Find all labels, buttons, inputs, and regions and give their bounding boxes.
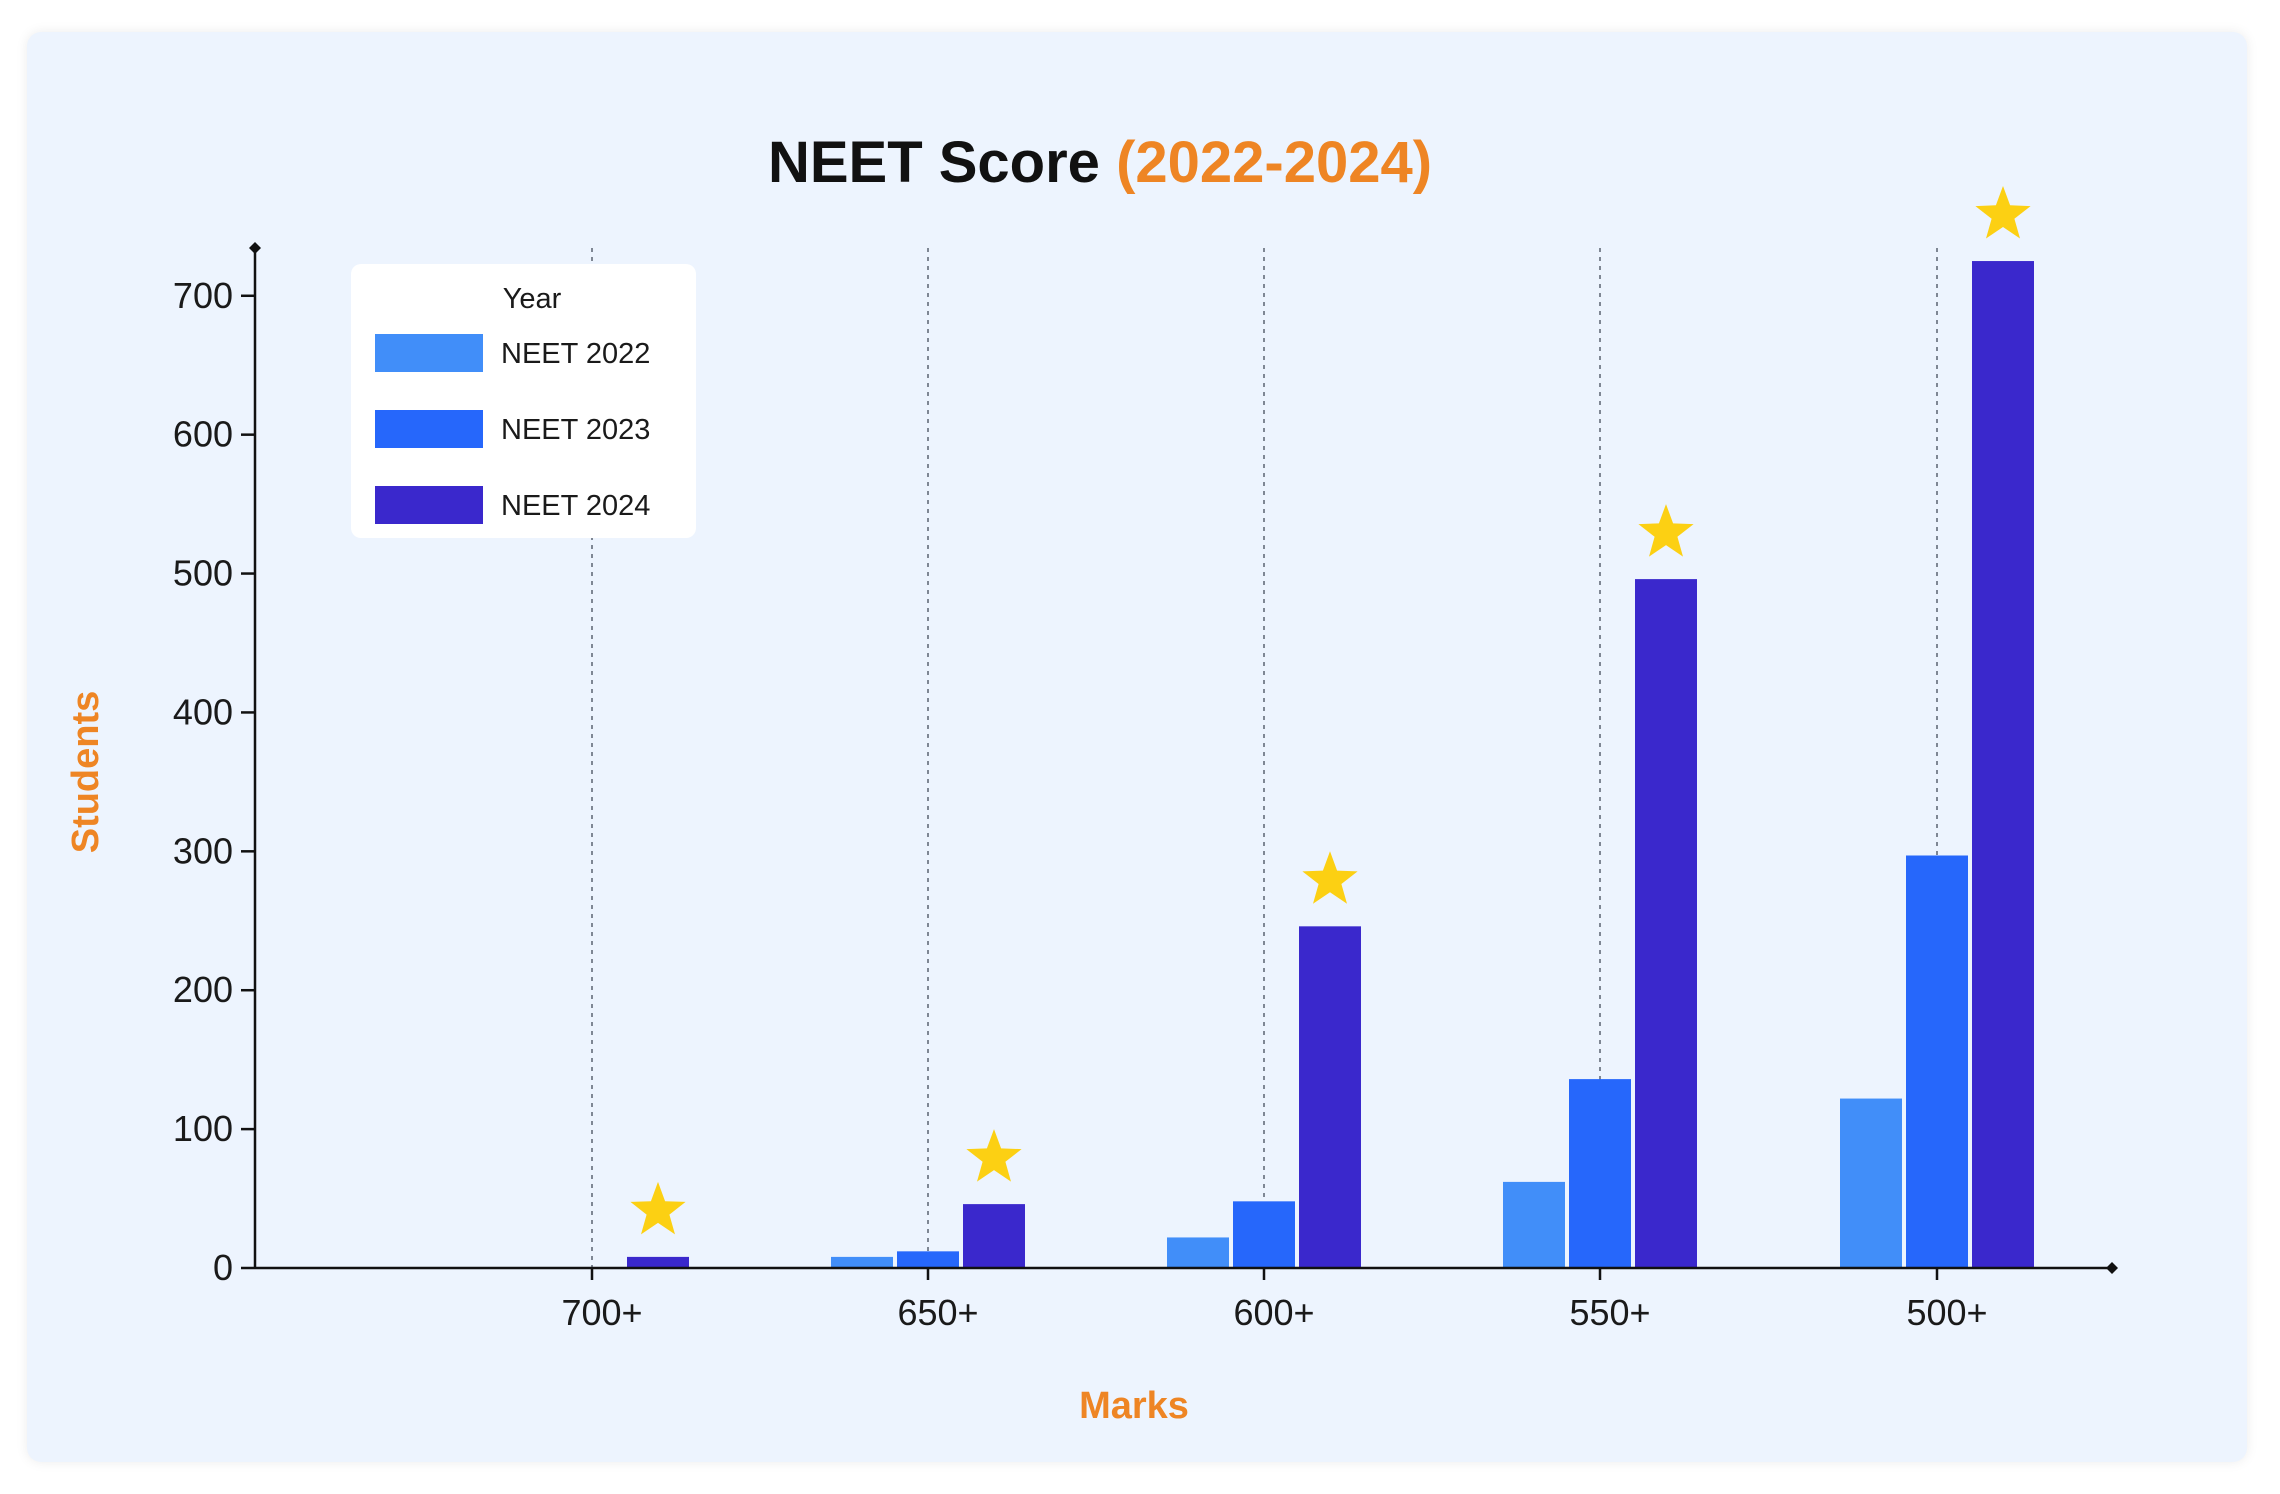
y-tick-label: 100 <box>173 1108 233 1149</box>
legend-box <box>351 264 696 538</box>
bar-neet-2023-600+ <box>1233 1201 1295 1268</box>
star-markers <box>630 186 2031 1235</box>
y-axis-title: Students <box>65 691 107 854</box>
y-tick-label: 300 <box>173 830 233 871</box>
star-icon <box>1302 851 1358 904</box>
x-tick-label: 700+ <box>561 1292 642 1333</box>
bar-neet-2023-650+ <box>897 1251 959 1268</box>
legend-swatch <box>375 486 483 524</box>
y-tick-label: 600 <box>173 414 233 455</box>
bars <box>627 261 2034 1268</box>
legend-swatch <box>375 334 483 372</box>
x-tick-label: 500+ <box>1906 1292 1987 1333</box>
legend: Year NEET 2022 NEET 2023 NEET 2024 <box>351 264 696 538</box>
star-icon <box>1638 504 1694 557</box>
x-tick-label: 650+ <box>897 1292 978 1333</box>
bar-neet-2022-650+ <box>831 1256 893 1268</box>
bar-neet-2024-500+ <box>1972 261 2034 1268</box>
legend-swatch <box>375 410 483 448</box>
bar-neet-2024-700+ <box>627 1256 689 1268</box>
y-tick-label: 700 <box>173 275 233 316</box>
x-tick-label: 550+ <box>1569 1292 1650 1333</box>
bar-neet-2022-600+ <box>1167 1237 1229 1268</box>
legend-title: Year <box>503 283 562 315</box>
chart-title-years: (2022-2024) <box>1116 130 1432 195</box>
legend-label: NEET 2023 <box>501 414 650 446</box>
grid-lines <box>591 248 1938 1268</box>
y-tick-label: 0 <box>213 1247 233 1288</box>
chart-title-main: NEET Score <box>768 130 1100 195</box>
y-tick-label: 400 <box>173 691 233 732</box>
x-axis-title: Marks <box>1079 1385 1189 1427</box>
bar-neet-2024-600+ <box>1299 926 1361 1268</box>
legend-label: NEET 2024 <box>501 490 650 522</box>
legend-label: NEET 2022 <box>501 338 650 370</box>
bar-neet-2024-550+ <box>1635 579 1697 1268</box>
x-tick-label: 600+ <box>1233 1292 1314 1333</box>
star-icon <box>630 1181 686 1235</box>
x-axis-ticks: 700+ 650+ 600+ 550+ 500+ <box>561 1268 1988 1333</box>
y-tick-label: 500 <box>173 553 233 594</box>
star-icon <box>966 1129 1022 1182</box>
bar-neet-2022-550+ <box>1503 1181 1565 1268</box>
y-axis-ticks: 0 100 200 300 400 500 600 700 <box>173 275 255 1288</box>
bar-neet-2022-500+ <box>1840 1098 1902 1268</box>
y-tick-label: 200 <box>173 969 233 1010</box>
x-axis-end-marker <box>2106 1262 2118 1274</box>
bar-neet-2023-550+ <box>1569 1079 1631 1268</box>
bar-neet-2023-500+ <box>1906 855 1968 1268</box>
y-axis-end-marker <box>249 242 261 254</box>
star-icon <box>1975 186 2031 239</box>
chart-title: NEET Score (2022-2024) <box>768 130 1432 195</box>
bar-neet-2024-650+ <box>963 1204 1025 1268</box>
axes <box>249 242 2118 1274</box>
